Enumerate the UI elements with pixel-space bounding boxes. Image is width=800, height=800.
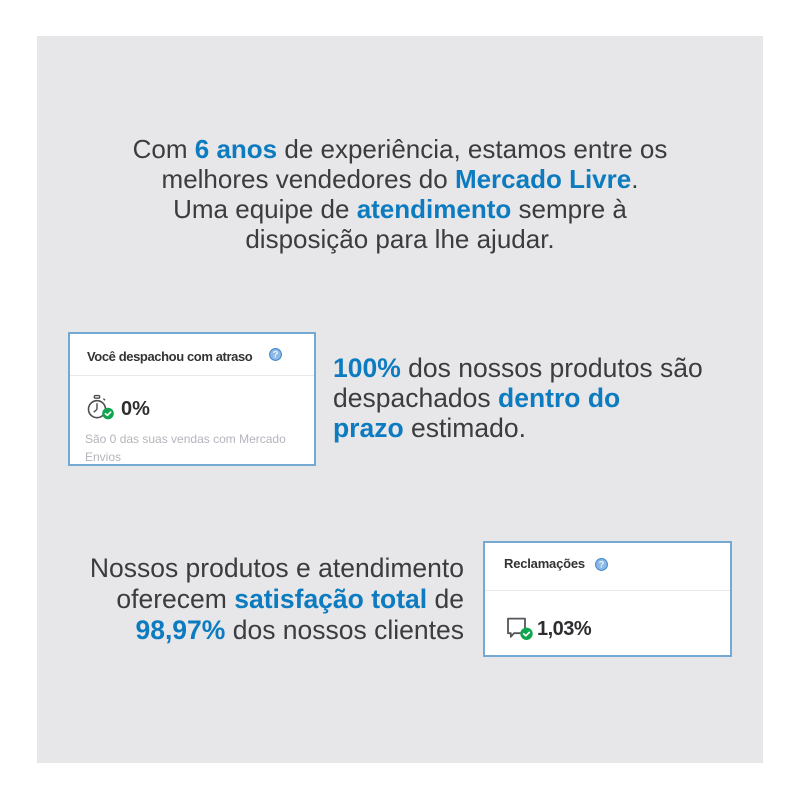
svg-text:?: ? (599, 560, 605, 571)
svg-text:?: ? (273, 350, 279, 361)
